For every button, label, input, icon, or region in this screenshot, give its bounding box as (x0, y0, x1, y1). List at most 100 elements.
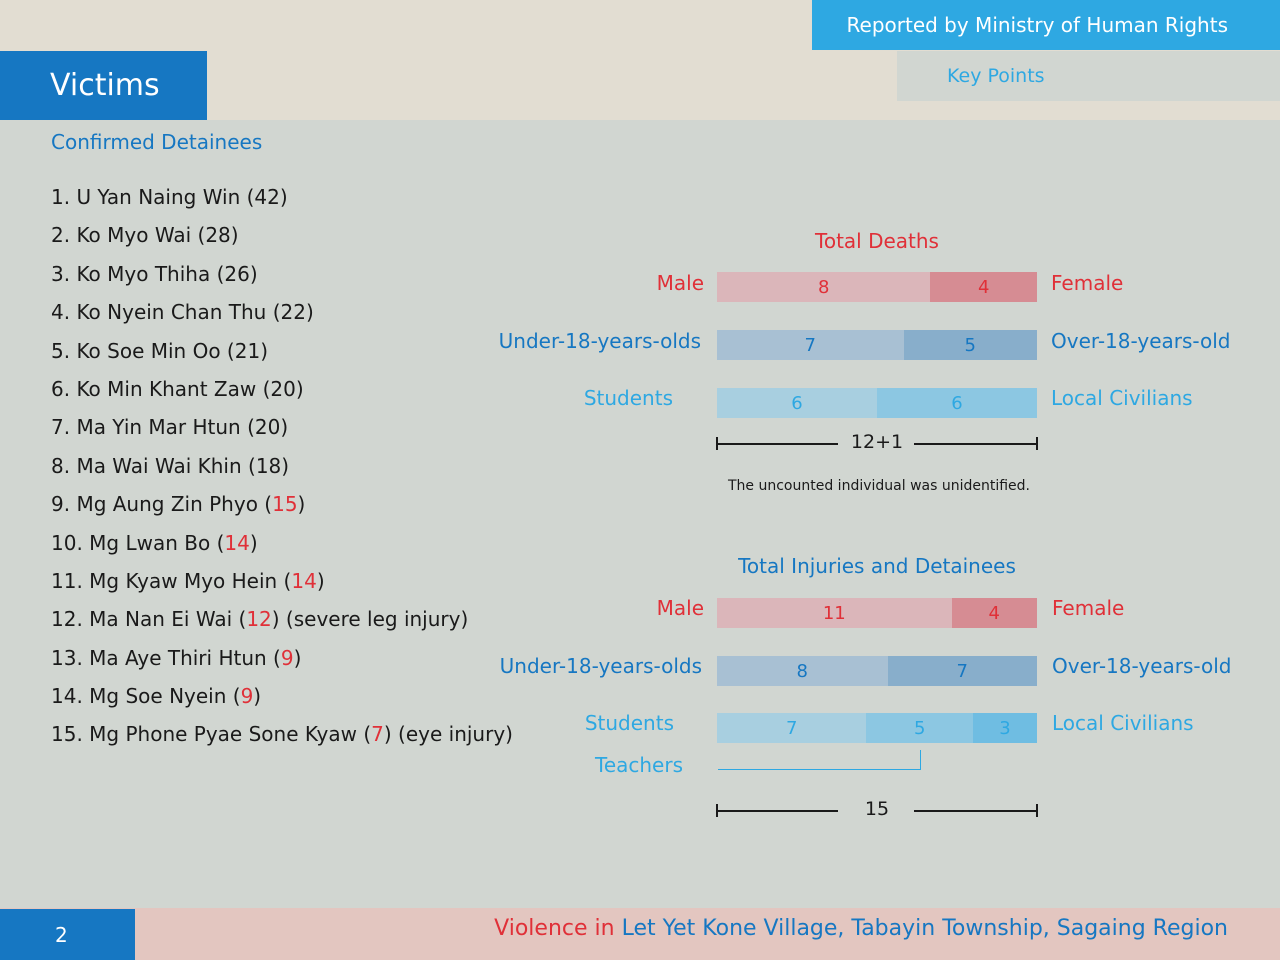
detainee-age: 14 (291, 568, 317, 593)
deaths-title: Total Deaths (815, 229, 939, 253)
detainee-suffix: ) (293, 645, 302, 670)
deaths-students-segment: 6 (717, 388, 877, 418)
detainee-name: 13. Ma Aye Thiri Htun ( (51, 645, 281, 670)
deaths-total-tick-right (1036, 437, 1038, 450)
injuries-civilians-segment: 5 (866, 713, 973, 743)
deaths-civilians-label: Local Civilians (1051, 386, 1193, 410)
teachers-bracket (718, 750, 921, 770)
detainee-item: 9. Mg Aung Zin Phyo (15) (51, 489, 513, 527)
detainee-item: 14. Mg Soe Nyein (9) (51, 681, 513, 719)
victims-label: Victims (50, 68, 160, 103)
deaths-male-label: Male (656, 271, 704, 295)
detainee-age: 20 (254, 415, 281, 440)
detainee-suffix: ) (295, 376, 304, 401)
detainee-item: 1. U Yan Naing Win (42) (51, 182, 513, 220)
detainee-item: 10. Mg Lwan Bo (14) (51, 528, 513, 566)
detainee-age: 12 (246, 607, 272, 632)
injuries-students-segment: 7 (717, 713, 867, 743)
detainee-name: 15. Mg Phone Pyae Sone Kyaw ( (51, 722, 372, 747)
detainee-suffix: ) (280, 415, 289, 440)
injuries-total-tick-right (1036, 804, 1038, 817)
detainee-item: 12. Ma Nan Ei Wai (12) (severe leg injur… (51, 604, 513, 642)
detainee-item: 8. Ma Wai Wai Khin (18) (51, 451, 513, 489)
deaths-students-label: Students (583, 386, 673, 410)
injuries-total-line-left (716, 810, 838, 812)
detainee-name: 11. Mg Kyaw Myo Hein ( (51, 568, 292, 593)
injuries-civilians-label: Local Civilians (1052, 711, 1194, 735)
reported-by-text: Reported by Ministry of Human Rights (846, 13, 1228, 37)
key-points-label: Key Points (947, 65, 1045, 87)
detainee-age: 26 (224, 261, 250, 286)
detainee-item: 11. Mg Kyaw Myo Hein (14) (51, 566, 513, 604)
injuries-under18-segment: 8 (717, 656, 888, 686)
page-number: 2 (0, 909, 135, 960)
detainee-name: 14. Mg Soe Nyein ( (51, 684, 241, 709)
deaths-total-line: 12+1 (716, 431, 1038, 453)
detainee-name: 2. Ko Myo Wai ( (51, 223, 206, 248)
detainee-suffix: ) (297, 492, 306, 517)
injuries-female-label: Female (1052, 596, 1125, 620)
detainee-suffix: ) (230, 223, 239, 248)
detainee-name: 6. Ko Min Khant Zaw ( (51, 376, 271, 401)
reported-by-banner: Reported by Ministry of Human Rights (812, 0, 1280, 50)
injuries-over18-segment: 7 (887, 656, 1037, 686)
deaths-under18-label: Under-18-years-olds (498, 329, 701, 353)
injuries-male-segment: 11 (717, 598, 952, 628)
victims-tab[interactable]: Victims (0, 51, 207, 120)
detainee-name: 9. Mg Aung Zin Phyo ( (51, 492, 273, 517)
detainee-age: 9 (240, 684, 254, 709)
detainee-item: 5. Ko Soe Min Oo (21) (51, 336, 513, 374)
detainee-suffix: ) (281, 453, 290, 478)
injuries-teachers-segment: 3 (972, 713, 1037, 743)
detainee-name: 5. Ko Soe Min Oo ( (51, 338, 235, 363)
detainee-age: 21 (234, 338, 261, 363)
page-number-value: 2 (55, 922, 68, 947)
detainee-suffix: ) (eye injury) (383, 722, 513, 747)
detainee-item: 2. Ko Myo Wai (28) (51, 220, 513, 258)
detainee-age: 22 (280, 300, 306, 325)
injuries-gender-bar: 11 4 (717, 598, 1037, 628)
detainee-name: 10. Mg Lwan Bo ( (51, 530, 225, 555)
deaths-total-line-left (716, 443, 838, 445)
footer-band (0, 908, 1280, 960)
detainee-age: 7 (371, 722, 384, 747)
footer-title-blue: Let Yet Kone Village, Tabayin Township, … (621, 916, 1228, 941)
key-points-tab[interactable]: Key Points (897, 51, 1280, 101)
detainee-suffix: ) (279, 185, 288, 209)
injuries-age-bar: 8 7 (717, 656, 1037, 686)
detainee-name: 8. Ma Wai Wai Khin ( (51, 453, 256, 478)
deaths-female-segment: 4 (930, 272, 1037, 302)
deaths-over18-segment: 5 (903, 330, 1037, 360)
injuries-occupation-bar: 7 5 3 (717, 713, 1037, 743)
injuries-total-line-right (914, 810, 1038, 812)
detainee-age: 42 (254, 185, 280, 209)
detainee-suffix: ) (253, 684, 262, 709)
deaths-gender-bar: 8 4 (717, 272, 1037, 302)
detainee-item: 15. Mg Phone Pyae Sone Kyaw (7) (eye inj… (51, 719, 513, 757)
detainee-name: 3. Ko Myo Thiha ( (51, 261, 225, 286)
detainee-item: 6. Ko Min Khant Zaw (20) (51, 374, 513, 412)
injuries-female-segment: 4 (951, 598, 1037, 628)
detainee-item: 7. Ma Yin Mar Htun (20) (51, 412, 513, 450)
detainee-name: 1. U Yan Naing Win ( (51, 185, 255, 209)
deaths-under18-segment: 7 (717, 330, 904, 360)
deaths-over18-label: Over-18-years-old (1051, 329, 1231, 353)
detainee-item: 4. Ko Nyein Chan Thu (22) (51, 297, 513, 335)
footer-title-red: Violence in (494, 916, 615, 941)
detainee-name: 7. Ma Yin Mar Htun ( (51, 415, 255, 440)
injuries-students-label: Students (584, 711, 674, 735)
detainees-title: Confirmed Detainees (51, 130, 263, 154)
detainee-item: 13. Ma Aye Thiri Htun (9) (51, 643, 513, 681)
detainee-list: 1. U Yan Naing Win (42) 2. Ko Myo Wai (28… (51, 182, 513, 758)
deaths-civilians-segment: 6 (877, 388, 1037, 418)
injuries-total-line: 15 (716, 798, 1038, 820)
deaths-male-segment: 8 (717, 272, 931, 302)
deaths-note: The uncounted individual was unidentifie… (727, 478, 1031, 494)
deaths-female-label: Female (1051, 271, 1124, 295)
detainee-age: 14 (224, 530, 250, 555)
detainee-age: 20 (270, 376, 296, 401)
detainee-age: 15 (272, 492, 298, 517)
detainee-name: 12. Ma Nan Ei Wai ( (51, 607, 247, 632)
injuries-teachers-label: Teachers (595, 753, 683, 777)
detainee-suffix: ) (severe leg injury) (271, 607, 469, 632)
